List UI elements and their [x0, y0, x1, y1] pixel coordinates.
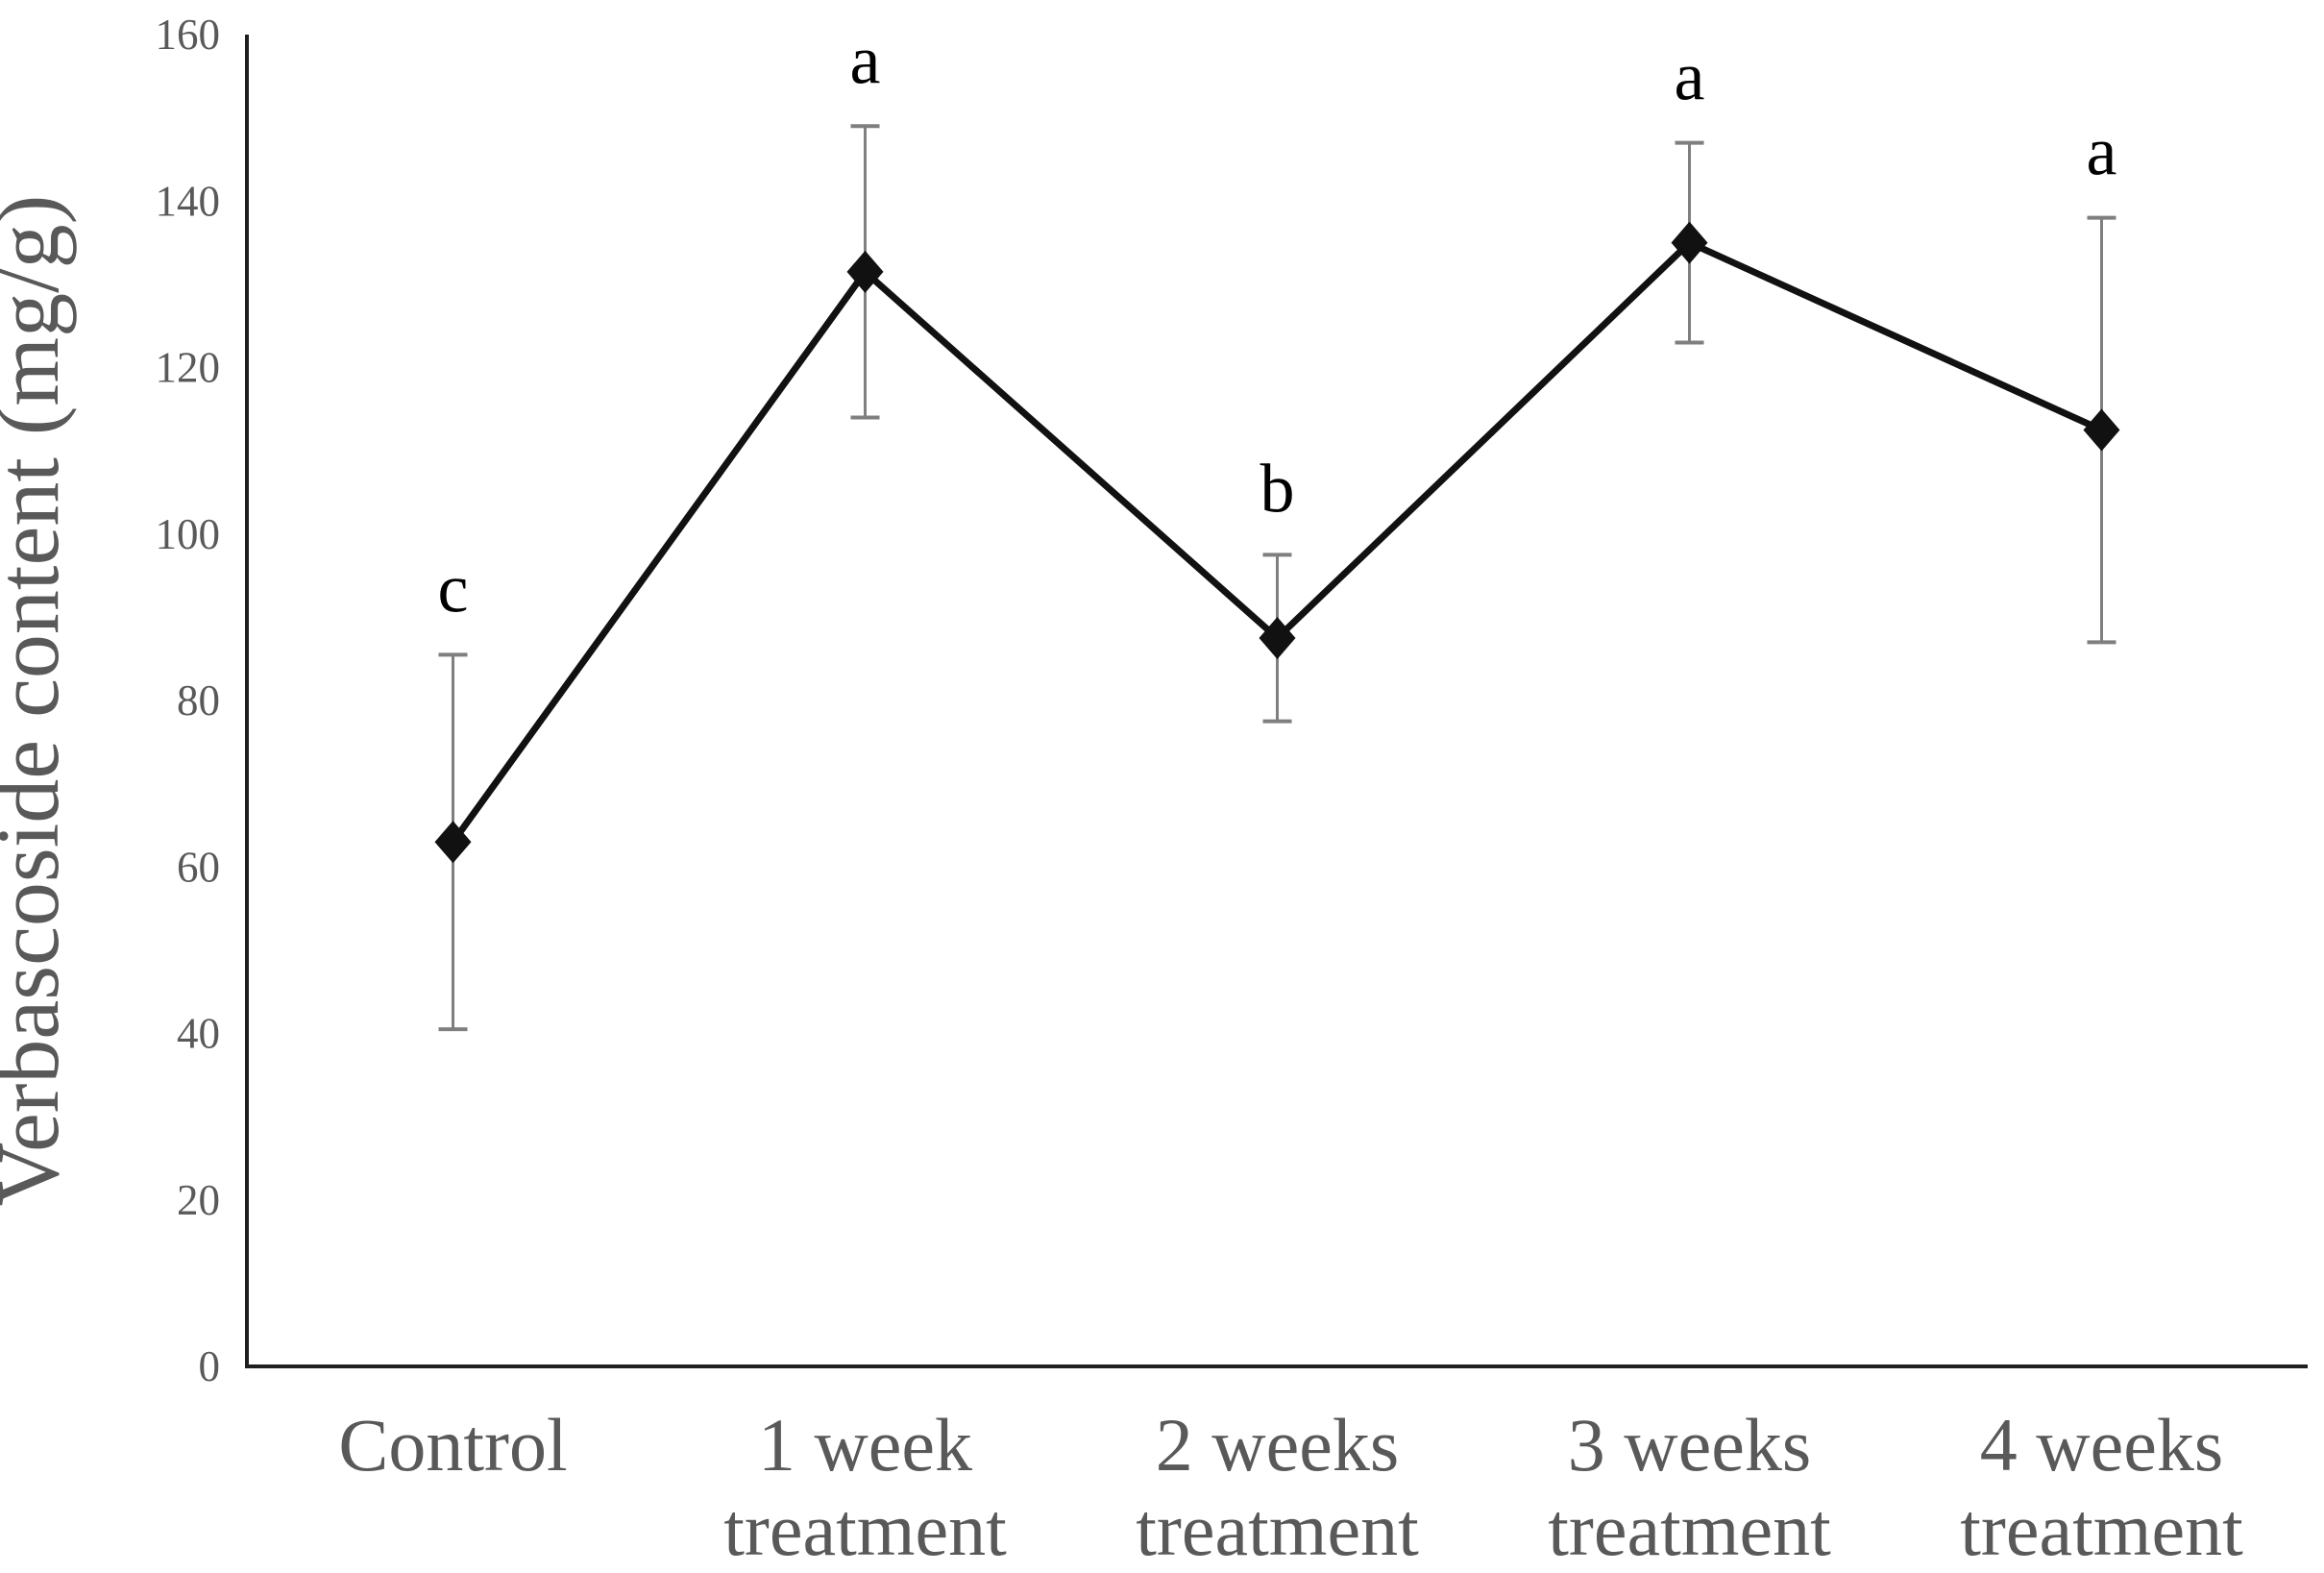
x-category-label-line: treatment — [1548, 1487, 1831, 1571]
data-line-layer — [450, 238, 2103, 845]
y-tick-label-20: 20 — [177, 1176, 220, 1224]
y-tick-label-80: 80 — [177, 676, 220, 725]
x-category-label-line: Control — [338, 1403, 567, 1487]
x-category-label-line: treatment — [1136, 1487, 1419, 1571]
y-tick-label-100: 100 — [156, 510, 221, 558]
data-point-diamond-4 — [1671, 221, 1708, 264]
x-category-label-line: 1 week — [758, 1403, 972, 1487]
significance-letter-a: a — [1675, 38, 1705, 115]
label-layer: Verbascoside content (mg/g) 0 20 40 60 80 100… — [0, 11, 2243, 1571]
significance-letter-a: a — [850, 21, 881, 98]
marker-layer — [434, 221, 2120, 864]
axis-lines — [245, 35, 2308, 1368]
data-series-line — [450, 238, 2103, 845]
data-point-diamond-3 — [1259, 617, 1296, 660]
x-category-label-line: 4 weeks — [1980, 1403, 2223, 1487]
x-category-label-line: 3 weeks — [1568, 1403, 1811, 1487]
x-category-label-line: treatment — [1960, 1487, 2243, 1571]
y-tick-label-120: 120 — [156, 344, 221, 392]
x-category-label-line: 2 weeks — [1156, 1403, 1399, 1487]
axis-layer — [245, 35, 2308, 1368]
data-point-diamond-2 — [846, 250, 884, 293]
error-bars-layer — [438, 124, 2116, 1032]
y-tick-label-140: 140 — [156, 177, 221, 225]
x-category-label-1: Control — [338, 1403, 567, 1487]
y-axis-title: Verbascoside content (mg/g) — [0, 195, 77, 1207]
data-point-diamond-1 — [434, 821, 472, 864]
y-tick-label-0: 0 — [199, 1342, 221, 1390]
y-tick-label-60: 60 — [177, 843, 220, 891]
y-tick-label-160: 160 — [156, 11, 221, 59]
x-category-label-line: treatment — [723, 1487, 1007, 1571]
significance-letter-a: a — [2087, 113, 2117, 190]
y-tick-label-40: 40 — [177, 1010, 220, 1058]
significance-letter-c: c — [438, 550, 469, 627]
significance-letter-b: b — [1260, 450, 1295, 527]
data-point-diamond-5 — [2083, 408, 2120, 452]
